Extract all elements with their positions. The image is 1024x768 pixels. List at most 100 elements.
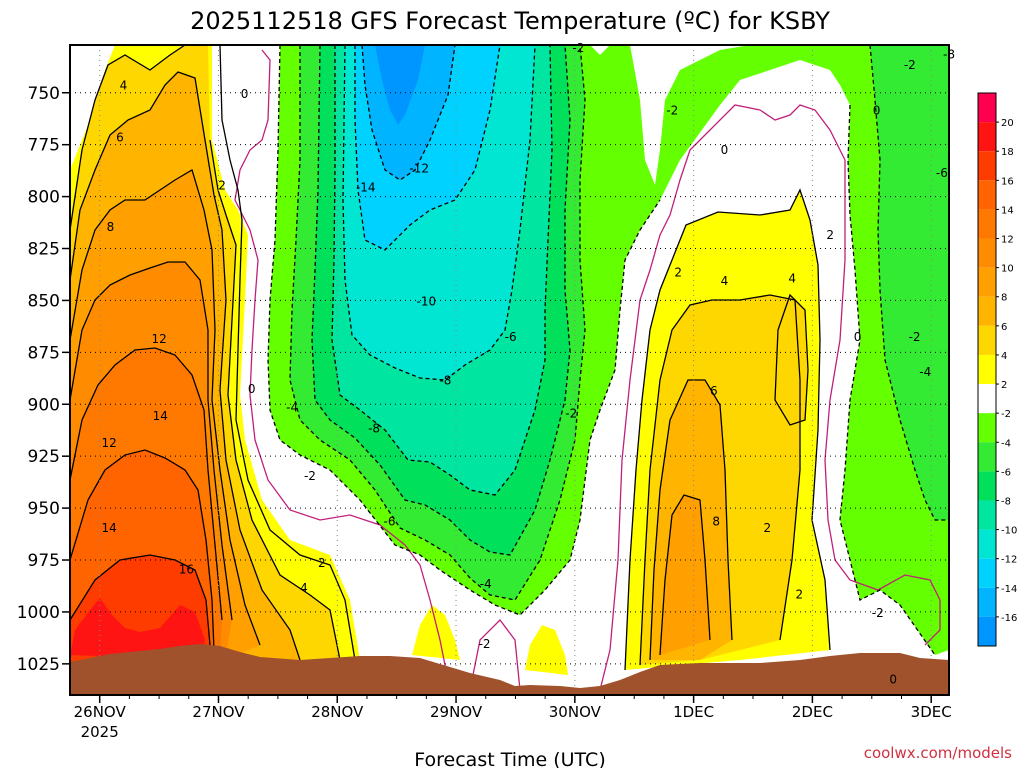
x-tick-label-7: 3DEC	[911, 703, 952, 721]
isotherm-neg6c	[311, 45, 571, 556]
contour-label-42: -8	[943, 47, 955, 61]
colorbar-swatch-7	[978, 296, 996, 326]
contour-label-10: 0	[248, 382, 256, 396]
credit-text: coolwx.com/models	[864, 744, 1012, 762]
colorbar-swatch-0	[978, 93, 996, 123]
y-tick-label-775: 775	[28, 136, 60, 156]
contour-label-40: 0	[889, 673, 897, 687]
contour-label-38: 2	[796, 587, 804, 601]
isotherm-neg4c-right	[869, 45, 949, 521]
warm-bubble-29nov	[412, 605, 460, 660]
isotherm-12c	[70, 347, 223, 621]
colorbar-swatch-13	[978, 471, 996, 501]
contour-label-14: -8	[439, 373, 451, 387]
colorbar-swatch-5	[978, 238, 996, 268]
isotherm-neg2c-right	[839, 104, 936, 656]
y-tick-label-900: 900	[28, 395, 60, 415]
isotherm-neg8c	[331, 45, 553, 496]
isotherm-2c-left	[219, 45, 356, 661]
y-tick-label-850: 850	[28, 291, 60, 311]
contour-label-37: 2	[763, 521, 771, 535]
contour-label-1: 6	[116, 131, 124, 145]
isotherm-neg4c	[289, 45, 586, 601]
y-axis: 750 775 800 825 850 875 900 925 950 975 1000 1025	[17, 84, 70, 675]
isotherm-6c-left	[70, 71, 301, 661]
colorbar-label-14: -10	[1001, 526, 1017, 537]
colorbar-label-15: -12	[1001, 555, 1017, 566]
colorbar-swatch-10	[978, 384, 996, 414]
contour-label-13: -10	[417, 295, 437, 309]
colorbar-swatch-6	[978, 267, 996, 297]
isotherm-8c-left	[70, 169, 261, 646]
colorbar-label-16: -14	[1001, 584, 1017, 595]
colorbar-swatch-2	[978, 151, 996, 181]
contour-label-20: -4	[480, 577, 492, 591]
contour-label-8: 0	[241, 87, 249, 101]
cold-band-blue	[375, 45, 425, 125]
isotherm-6c-right	[649, 379, 733, 661]
isotherm-0c-right	[599, 104, 941, 691]
colorbar-swatch-17	[978, 587, 996, 617]
contour-label-36: -4	[919, 365, 931, 379]
colorbar-swatch-16	[978, 558, 996, 588]
cold-band-right-green-medium	[870, 45, 949, 520]
isotherm-10c	[70, 261, 233, 621]
contour-label-7: 16	[179, 562, 194, 576]
contour-label-6: 14	[102, 521, 117, 535]
contour-label-23: 4	[300, 581, 308, 595]
contour-label-15: -6	[505, 330, 517, 344]
colorbar-swatch-14	[978, 500, 996, 530]
colorbar-swatch-4	[978, 209, 996, 239]
isotherm-lines	[70, 45, 949, 691]
contour-label-33: 4	[788, 272, 796, 286]
contour-label-0: 4	[120, 79, 128, 93]
warm-bubble-30nov	[525, 625, 568, 675]
isotherm-neg10c	[342, 45, 536, 381]
colorbar-label-4: 12	[1001, 235, 1014, 246]
x-tick-label-3: 29NOV	[430, 703, 483, 721]
colorbar-swatch-12	[978, 442, 996, 472]
colorbar-frame	[977, 92, 997, 647]
colorbar-label-3: 14	[1001, 205, 1014, 216]
colorbar-swatch-3	[978, 180, 996, 210]
contour-label-35: -2	[909, 330, 921, 344]
colorbar-label-13: -8	[1001, 496, 1011, 507]
x-tick-label-0: 26NOV	[74, 703, 127, 721]
contour-label-32: 2	[826, 228, 834, 242]
colorbar: 20 18 16 14 12 10 8 6 4 2 -2 -4 -6 -8 -10 -12 -14 -16	[977, 92, 1017, 647]
x-axis-label: Forecast Time (UTC)	[414, 749, 605, 768]
y-tick-label-950: 950	[28, 499, 60, 519]
contour-label-31: 8	[712, 515, 720, 529]
contour-label-27: -2	[565, 407, 577, 421]
contour-label-4: 14	[153, 409, 168, 423]
x-tick-label-5: 1DEC	[673, 703, 714, 721]
contour-label-9: 2	[218, 178, 226, 192]
contour-label-21: -2	[479, 637, 491, 651]
colorbar-label-6: 8	[1001, 293, 1007, 304]
colorbar-swatch-15	[978, 529, 996, 559]
y-tick-label-800: 800	[28, 188, 60, 208]
colorbar-label-0: 20	[1001, 118, 1014, 129]
colorbar-swatch-9	[978, 354, 996, 385]
contour-label-44: 0	[873, 104, 881, 118]
x-tick-label-1: 27NOV	[192, 703, 245, 721]
x-year-label: 2025	[81, 723, 119, 741]
x-tick-label-2: 28NOV	[311, 703, 364, 721]
isotherm-16c	[70, 554, 211, 646]
colorbar-label-12: -6	[1001, 467, 1011, 478]
y-tick-label-925: 925	[28, 447, 60, 467]
contour-label-11: -14	[356, 180, 376, 194]
y-tick-label-975: 975	[28, 551, 60, 571]
y-tick-label-750: 750	[28, 84, 60, 104]
x-tick-label-4: 30NOV	[549, 703, 602, 721]
gridlines	[70, 45, 949, 695]
isotherm-neg2c-left	[267, 45, 661, 616]
contour-label-2: 8	[107, 220, 115, 234]
contour-label-5: 12	[102, 436, 117, 450]
colorbar-swatch-11	[978, 413, 996, 443]
contour-label-16: -4	[286, 400, 298, 414]
colorbar-swatch-18	[978, 616, 996, 646]
y-tick-label-1025: 1025	[17, 655, 60, 675]
contour-label-26: 0	[721, 143, 729, 157]
